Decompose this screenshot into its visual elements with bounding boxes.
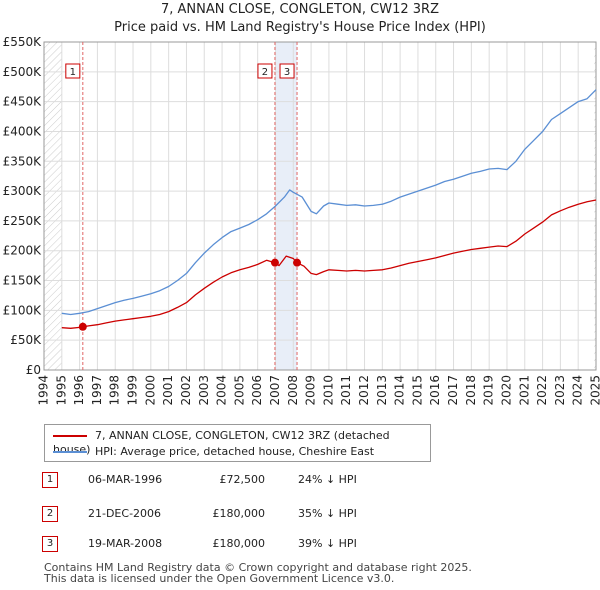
x-tick-label: 2003 (197, 375, 211, 406)
y-tick-label: £0 (26, 363, 41, 377)
post-data-hatch-region (594, 42, 596, 370)
x-tick-label: 2017 (446, 375, 460, 406)
chart-legend: 7, ANNAN CLOSE, CONGLETON, CW12 3RZ (det… (44, 424, 431, 462)
y-tick-label: £550K (3, 35, 43, 49)
legend-item-hpi: HPI: Average price, detached house, Ches… (53, 445, 374, 459)
x-tick-label: 1995 (54, 375, 68, 406)
x-tick-label: 2011 (339, 375, 353, 406)
legend-item-property: 7, ANNAN CLOSE, CONGLETON, CW12 3RZ (det… (53, 429, 430, 456)
sale-number-badge: 1 (42, 472, 58, 488)
y-tick-label: £250K (3, 214, 43, 228)
x-tick-label: 2008 (286, 375, 300, 406)
x-tick-label: 2009 (304, 375, 318, 406)
y-tick-label: £100K (3, 303, 43, 317)
sale-hpi-change: 35% ↓ HPI (298, 507, 357, 520)
sale-label-box (65, 63, 81, 79)
sale-price: £180,000 (212, 507, 266, 520)
footer-attribution: Contains HM Land Registry data © Crown c… (44, 562, 472, 584)
x-tick-label: 2024 (571, 375, 585, 406)
x-tick-label: 2019 (482, 375, 496, 406)
x-tick-label: 2010 (321, 375, 335, 406)
chart-title-line2: Price paid vs. HM Land Registry's House … (114, 20, 486, 35)
sale-label-number: 1 (70, 67, 76, 78)
x-tick-label: 1997 (90, 375, 104, 406)
y-tick-label: £50K (10, 333, 42, 347)
x-tick-label: 2021 (517, 375, 531, 406)
footer-line1: Contains HM Land Registry data © Crown c… (44, 561, 472, 574)
plot-border (43, 41, 597, 371)
y-tick-label: £400K (3, 124, 43, 138)
y-tick-label: £500K (3, 65, 43, 79)
x-tick-label: 2018 (464, 375, 478, 406)
sale-label-number: 2 (262, 67, 268, 78)
sale-point (270, 258, 279, 267)
sale-label-box (257, 63, 273, 79)
x-tick-label: 1994 (37, 375, 51, 406)
x-tick-label: 2013 (375, 375, 389, 406)
sale-number-badge: 2 (42, 506, 58, 522)
x-tick-label: 1998 (108, 375, 122, 406)
hpi-series-line (61, 89, 597, 316)
sale-hpi-change: 39% ↓ HPI (298, 537, 357, 550)
sale-label-number: 3 (284, 67, 290, 78)
x-tick-label: 2020 (499, 375, 513, 406)
sale-row: 1 06-MAR-1996 £72,500 24% ↓ HPI (0, 472, 600, 492)
x-tick-label: 2014 (393, 375, 407, 406)
sale-date: 06-MAR-1996 (88, 473, 163, 486)
sale-hpi-change: 24% ↓ HPI (298, 473, 357, 486)
x-tick-label: 2007 (268, 375, 282, 406)
x-tick-label: 2025 (589, 375, 600, 406)
x-tick-label: 2004 (215, 375, 229, 406)
legend-hpi-label: HPI: Average price, detached house, Ches… (95, 445, 375, 458)
price-chart: £0 £50K £100K £150K £200K £250K £300K £350K £400… (3, 35, 600, 406)
y-tick-label: £350K (3, 154, 43, 168)
sale-price: £72,500 (219, 473, 266, 486)
x-tick-label: 2000 (143, 375, 157, 406)
y-tick-label: £450K (3, 95, 43, 109)
x-tick-label: 2023 (553, 375, 567, 406)
sale-row: 2 21-DEC-2006 £180,000 35% ↓ HPI (0, 506, 600, 526)
sale-date: 21-DEC-2006 (88, 507, 162, 520)
sale-label-box (279, 63, 295, 79)
sale-date: 19-MAR-2008 (88, 537, 163, 550)
y-tick-label: £150K (3, 274, 43, 288)
x-tick-label: 2005 (232, 375, 246, 406)
x-tick-label: 1996 (72, 375, 86, 406)
sale-row: 3 19-MAR-2008 £180,000 39% ↓ HPI (0, 536, 600, 556)
sale-point (78, 322, 87, 331)
plot-background (44, 42, 596, 370)
sale-point (293, 258, 302, 267)
hpi-line-swatch (53, 451, 87, 453)
x-tick-label: 2001 (161, 375, 175, 406)
sale-number-badge: 3 (42, 536, 58, 552)
property-line-swatch (53, 435, 87, 437)
x-tick-label: 2015 (410, 375, 424, 406)
sale-price: £180,000 (212, 537, 266, 550)
chart-title-line1: 7, ANNAN CLOSE, CONGLETON, CW12 3RZ (161, 2, 439, 17)
pre-data-hatch-region (44, 42, 62, 370)
x-tick-label: 1999 (126, 375, 140, 406)
x-tick-label: 2002 (179, 375, 193, 406)
property-series-line (61, 199, 597, 329)
footer-line2: This data is licensed under the Open Gov… (44, 572, 395, 585)
sales-shaded-band (274, 42, 298, 370)
y-tick-label: £300K (3, 184, 43, 198)
x-tick-label: 2016 (428, 375, 442, 406)
y-tick-label: £200K (3, 244, 43, 258)
x-tick-label: 2022 (535, 375, 549, 406)
x-tick-label: 2006 (250, 375, 264, 406)
x-tick-label: 2012 (357, 375, 371, 406)
